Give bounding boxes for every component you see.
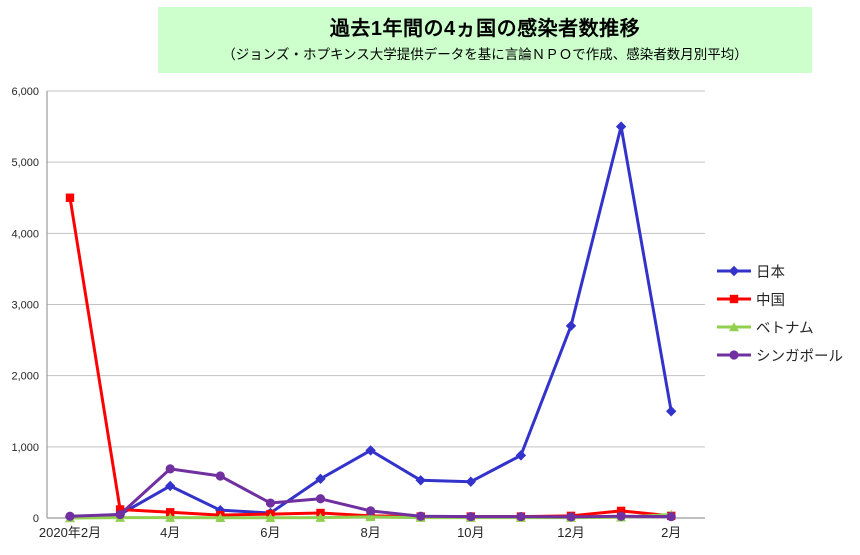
series-marker-singapore	[215, 471, 225, 481]
series-marker-singapore	[416, 511, 426, 521]
y-axis-label: 0	[33, 513, 39, 525]
series-marker-japan	[615, 121, 627, 132]
series-marker-singapore	[566, 512, 576, 522]
y-axis-label: 6,000	[11, 86, 39, 98]
legend-label-singapore: シンガポール	[756, 348, 843, 365]
series-marker-singapore	[115, 509, 125, 520]
series-marker-vietnam	[365, 512, 376, 522]
series-marker-japan	[465, 476, 476, 487]
y-axis-label: 1,000	[11, 442, 39, 454]
legend: 日本中国ベトナムシンガポール	[716, 257, 843, 369]
legend-marker-square-icon	[717, 294, 751, 304]
x-axis-label: 2月	[661, 525, 681, 540]
series-marker-japan	[365, 445, 376, 456]
series-marker-singapore	[315, 494, 326, 504]
x-axis-label: 12月	[557, 525, 584, 540]
series-marker-china	[166, 508, 175, 517]
series-marker-vietnam	[165, 512, 176, 522]
x-axis-label: 4月	[160, 525, 180, 540]
series-marker-china	[616, 506, 626, 516]
series-marker-japan	[515, 450, 527, 461]
series-marker-singapore	[165, 464, 175, 474]
legend-label-japan: 日本	[756, 264, 785, 281]
x-axis-label: 2020年2月	[39, 525, 101, 540]
x-axis-label: 6月	[260, 525, 280, 540]
legend-item-vietnam: ベトナム	[716, 313, 843, 341]
chart-title-box: 過去1年間の4ヵ国の感染者数推移 （ジョンズ・ホプキンス大学提供データを基に言論…	[158, 7, 812, 73]
legend-marker-triangle-icon	[717, 322, 751, 332]
page-title: 過去1年間の4ヵ国の感染者数推移	[329, 18, 641, 40]
x-axis-label: 8月	[360, 525, 380, 540]
series-marker-china	[115, 505, 125, 514]
series-marker-vietnam	[315, 512, 326, 522]
y-axis-label: 5,000	[11, 157, 39, 169]
legend-label-china: 中国	[756, 292, 785, 309]
series-marker-singapore	[366, 506, 376, 516]
series-marker-singapore	[616, 511, 626, 521]
series-marker-singapore	[265, 498, 275, 508]
legend-item-china: 中国	[716, 285, 843, 313]
legend-item-singapore: シンガポール	[716, 341, 843, 369]
legend-item-japan: 日本	[716, 257, 843, 285]
series-marker-japan	[165, 480, 176, 492]
series-marker-singapore	[466, 511, 476, 522]
series-line-japan	[68, 125, 673, 519]
y-axis-label: 2,000	[11, 371, 39, 383]
series-marker-japan	[215, 504, 226, 516]
y-axis-label: 3,000	[11, 300, 39, 312]
page-subtitle: （ジョンズ・ホプキンス大学提供データを基に言論ＮＰＯで作成、感染者数月別平均）	[222, 47, 748, 62]
series-marker-japan	[666, 406, 677, 417]
series-marker-singapore	[666, 511, 676, 522]
series-marker-vietnam	[215, 512, 226, 522]
legend-marker-diamond-icon	[717, 265, 751, 277]
series-line-china	[68, 196, 673, 519]
series-marker-china	[65, 193, 75, 202]
series-marker-vietnam	[265, 512, 276, 522]
series-marker-japan	[315, 473, 326, 485]
x-axis-label: 10月	[457, 525, 484, 540]
legend-label-vietnam: ベトナム	[756, 320, 814, 337]
series-marker-singapore	[65, 511, 75, 521]
series-marker-japan	[415, 475, 426, 486]
y-axis-label: 4,000	[11, 228, 39, 240]
series-marker-singapore	[516, 511, 526, 522]
series-marker-japan	[565, 320, 577, 332]
legend-marker-circle-icon	[717, 350, 751, 360]
